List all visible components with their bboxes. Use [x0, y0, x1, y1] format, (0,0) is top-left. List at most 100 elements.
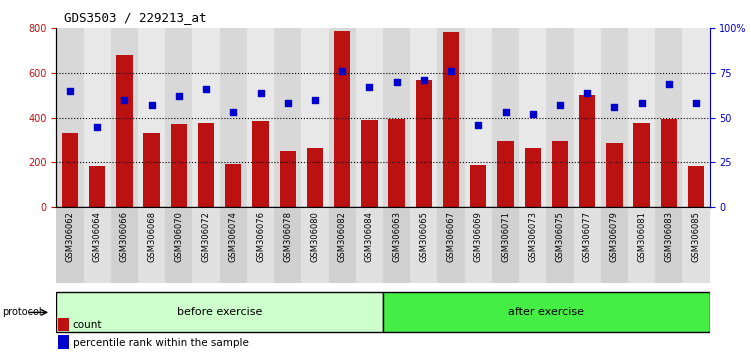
Point — [173, 93, 185, 99]
Bar — [111, 28, 138, 207]
Bar — [465, 28, 492, 207]
Bar — [83, 207, 111, 283]
Bar — [655, 28, 683, 207]
Text: before exercise: before exercise — [177, 307, 262, 318]
Bar — [437, 207, 465, 283]
Bar — [552, 141, 568, 207]
Bar — [56, 28, 83, 207]
Bar — [410, 28, 437, 207]
Point — [690, 101, 702, 106]
Bar — [165, 28, 192, 207]
Bar — [247, 28, 274, 207]
Bar — [83, 28, 111, 207]
Bar — [492, 207, 519, 283]
Text: GSM306072: GSM306072 — [201, 211, 210, 262]
Text: GSM306076: GSM306076 — [256, 211, 265, 262]
Point — [336, 68, 348, 74]
Bar — [688, 166, 704, 207]
Bar — [361, 120, 378, 207]
Bar — [279, 151, 296, 207]
Bar — [56, 207, 83, 283]
Bar — [59, 318, 69, 331]
Point — [146, 102, 158, 108]
Bar — [579, 95, 596, 207]
Bar — [524, 148, 541, 207]
Bar — [601, 207, 628, 283]
Bar — [683, 207, 710, 283]
Point — [119, 97, 131, 103]
Text: GSM306066: GSM306066 — [120, 211, 129, 262]
Bar — [519, 207, 546, 283]
Bar — [547, 28, 574, 207]
Bar — [192, 207, 219, 283]
Text: GSM306063: GSM306063 — [392, 211, 401, 262]
Bar — [383, 207, 410, 283]
Text: GSM306062: GSM306062 — [65, 211, 74, 262]
Bar — [628, 28, 655, 207]
Text: GSM306084: GSM306084 — [365, 211, 374, 262]
Bar — [59, 335, 69, 349]
Bar — [247, 207, 274, 283]
Bar — [219, 207, 247, 283]
Bar — [383, 28, 410, 207]
Bar — [116, 55, 132, 207]
Point — [526, 111, 538, 117]
Bar — [356, 28, 383, 207]
Bar — [328, 207, 356, 283]
Point — [391, 79, 403, 85]
Bar — [443, 32, 459, 207]
Bar — [274, 28, 301, 207]
Text: GSM306077: GSM306077 — [583, 211, 592, 262]
Point — [64, 88, 76, 94]
Text: GSM306064: GSM306064 — [92, 211, 101, 262]
Text: GSM306078: GSM306078 — [283, 211, 292, 262]
Text: GDS3503 / 229213_at: GDS3503 / 229213_at — [64, 11, 207, 24]
Bar — [492, 28, 519, 207]
Bar — [252, 121, 269, 207]
Bar — [306, 148, 323, 207]
Bar — [470, 165, 487, 207]
Bar — [388, 119, 405, 207]
Bar — [410, 207, 437, 283]
Point — [445, 68, 457, 74]
Text: GSM306082: GSM306082 — [338, 211, 347, 262]
Point — [608, 104, 620, 110]
Bar — [437, 28, 465, 207]
Bar — [356, 207, 383, 283]
Bar — [62, 133, 78, 207]
Point — [363, 85, 376, 90]
Point — [635, 101, 647, 106]
Point — [472, 122, 484, 128]
Point — [282, 101, 294, 106]
Text: GSM306065: GSM306065 — [419, 211, 428, 262]
Point — [663, 81, 675, 87]
Bar — [661, 119, 677, 207]
Bar — [683, 28, 710, 207]
Bar — [416, 80, 432, 207]
Bar — [633, 123, 650, 207]
Text: GSM306083: GSM306083 — [665, 211, 674, 262]
Bar — [138, 207, 165, 283]
FancyBboxPatch shape — [56, 292, 383, 332]
Bar — [574, 28, 601, 207]
Text: after exercise: after exercise — [508, 307, 584, 318]
Bar — [274, 207, 301, 283]
Bar — [192, 28, 219, 207]
Point — [200, 86, 212, 92]
Text: count: count — [73, 320, 102, 330]
Point — [581, 90, 593, 96]
Text: GSM306071: GSM306071 — [501, 211, 510, 262]
Text: percentile rank within the sample: percentile rank within the sample — [73, 338, 249, 348]
Bar — [334, 30, 350, 207]
Bar — [655, 207, 683, 283]
FancyBboxPatch shape — [383, 292, 710, 332]
Bar — [170, 124, 187, 207]
Bar — [225, 164, 241, 207]
Bar — [628, 207, 655, 283]
Bar — [601, 28, 628, 207]
Point — [228, 109, 240, 115]
Text: GSM306073: GSM306073 — [528, 211, 537, 262]
Text: GSM306068: GSM306068 — [147, 211, 156, 262]
Bar — [198, 123, 214, 207]
Point — [499, 109, 511, 115]
